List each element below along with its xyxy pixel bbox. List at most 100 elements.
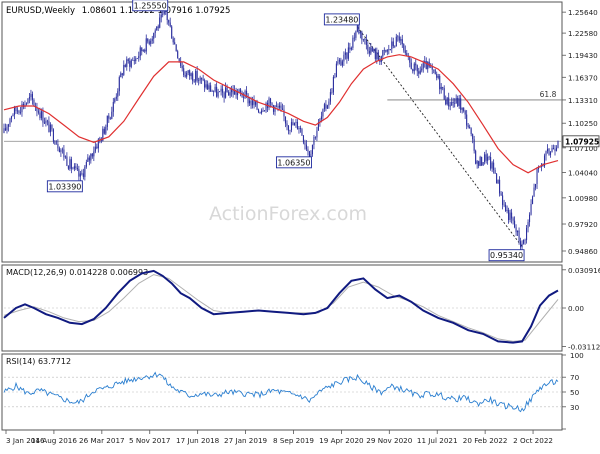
candle-body — [484, 154, 486, 163]
candle-body — [443, 88, 445, 100]
candle-body — [338, 59, 340, 62]
candle-body — [33, 99, 35, 106]
candle-body — [523, 239, 525, 244]
candle-body — [557, 141, 559, 148]
candle-body — [96, 146, 98, 149]
candle-body — [13, 106, 16, 115]
candle-body — [412, 69, 414, 72]
swing-label-box — [46, 180, 83, 193]
candle-body — [166, 11, 168, 21]
macd-title: MACD(12,26,9) 0.014228 0.006993 — [6, 268, 148, 277]
candle-body — [355, 31, 357, 38]
candle-body — [159, 17, 161, 28]
swing-label-box — [275, 156, 312, 169]
candle-body — [448, 97, 450, 107]
candle-body — [353, 37, 355, 39]
candle-body — [45, 120, 47, 124]
candle-body — [120, 73, 122, 78]
moving-average-line — [3, 54, 559, 174]
candle-body — [102, 128, 104, 142]
x-axis-label: 11 Jul 2021 — [417, 436, 458, 445]
candle-body — [385, 50, 387, 52]
macd-axis-label: 0.00 — [568, 304, 584, 313]
candle-body — [464, 110, 466, 115]
price-axis-label: 1.13310 — [568, 96, 598, 105]
candle-body — [388, 49, 390, 51]
candle-body — [78, 169, 80, 177]
candle-body — [494, 169, 496, 174]
candle-body — [196, 71, 198, 81]
swing-label: 1.23480 — [325, 15, 358, 24]
macd-series: MACD(12,26,9) 0.014228 0.006993 — [3, 268, 562, 344]
candle-body — [175, 44, 177, 52]
candle-body — [88, 157, 90, 161]
candle-body — [138, 56, 140, 59]
candle-body — [322, 109, 324, 117]
candle-body — [268, 98, 270, 108]
candle-body — [40, 111, 42, 119]
swing-label-box — [488, 249, 525, 262]
candle-body — [440, 86, 442, 90]
candle-body — [252, 100, 254, 106]
candle-body — [211, 91, 213, 92]
candle-body — [202, 79, 204, 81]
candle-body — [257, 109, 260, 113]
candle-body — [162, 14, 164, 15]
candle-body — [97, 139, 99, 149]
candle-body — [304, 142, 306, 145]
candle-body — [427, 61, 429, 70]
candle-body — [229, 92, 231, 96]
candle-body — [271, 103, 273, 106]
fib-level-label: 61.8 — [540, 90, 557, 99]
candle-body — [272, 105, 275, 112]
candle-body — [325, 104, 327, 109]
candle-body — [331, 92, 333, 93]
candle-body — [518, 230, 520, 242]
candle-body — [401, 39, 403, 45]
candle-body — [19, 112, 22, 113]
candle-body — [311, 144, 313, 155]
candle-body — [220, 88, 222, 92]
candle-body — [509, 212, 511, 221]
candle-body — [403, 44, 405, 51]
candle-body — [187, 70, 189, 73]
candle-body — [36, 107, 38, 112]
candle-body — [431, 66, 433, 70]
candle-body — [6, 126, 8, 131]
candle-body — [534, 184, 537, 188]
watermark: ActionForex.com — [209, 203, 367, 225]
candle-body — [148, 41, 150, 44]
candle-body — [446, 97, 448, 105]
price-axis-label: 1.22580 — [568, 29, 598, 38]
candle-body — [332, 77, 334, 93]
candle-body — [82, 173, 84, 177]
candle-body — [250, 100, 252, 106]
candle-body — [554, 149, 556, 151]
candle-body — [4, 128, 7, 131]
candle-body — [111, 111, 113, 119]
candle-body — [490, 157, 492, 169]
candle-body — [15, 106, 17, 112]
candle-body — [434, 69, 436, 75]
candle-body — [180, 60, 182, 66]
candle-body — [555, 147, 558, 151]
candle-body — [174, 42, 176, 45]
candle-body — [112, 102, 114, 112]
candle-body — [503, 204, 505, 206]
candle-body — [398, 36, 400, 41]
candle-body — [115, 96, 117, 99]
candle-body — [198, 80, 200, 81]
candle-body — [370, 47, 372, 54]
candle-body — [506, 209, 508, 212]
candle-body — [499, 179, 501, 194]
candle-body — [310, 154, 312, 158]
candle-body — [416, 65, 418, 72]
candle-body — [7, 124, 10, 127]
price-axis-label: 1.10250 — [568, 119, 598, 128]
candle-body — [150, 40, 152, 44]
candle-body — [472, 134, 474, 140]
candle-body — [493, 162, 495, 170]
swing-label-box — [323, 13, 360, 26]
candle-body — [153, 32, 155, 39]
